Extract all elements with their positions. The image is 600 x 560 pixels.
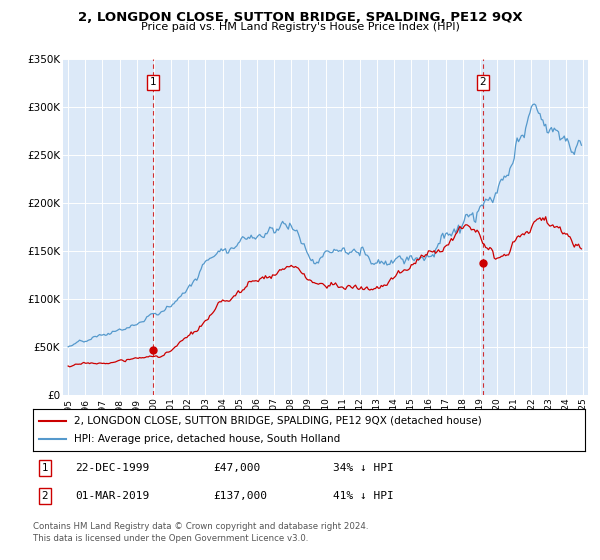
Text: 2: 2 bbox=[479, 77, 486, 87]
Text: 1: 1 bbox=[150, 77, 157, 87]
Text: HPI: Average price, detached house, South Holland: HPI: Average price, detached house, Sout… bbox=[74, 434, 341, 444]
Text: 2, LONGDON CLOSE, SUTTON BRIDGE, SPALDING, PE12 9QX: 2, LONGDON CLOSE, SUTTON BRIDGE, SPALDIN… bbox=[77, 11, 523, 24]
Text: 34% ↓ HPI: 34% ↓ HPI bbox=[333, 463, 394, 473]
Text: £47,000: £47,000 bbox=[213, 463, 260, 473]
Text: 2, LONGDON CLOSE, SUTTON BRIDGE, SPALDING, PE12 9QX (detached house): 2, LONGDON CLOSE, SUTTON BRIDGE, SPALDIN… bbox=[74, 416, 482, 426]
Text: 1: 1 bbox=[41, 463, 49, 473]
Text: Price paid vs. HM Land Registry's House Price Index (HPI): Price paid vs. HM Land Registry's House … bbox=[140, 22, 460, 32]
Text: Contains HM Land Registry data © Crown copyright and database right 2024.
This d: Contains HM Land Registry data © Crown c… bbox=[33, 522, 368, 543]
Text: 22-DEC-1999: 22-DEC-1999 bbox=[75, 463, 149, 473]
Text: 41% ↓ HPI: 41% ↓ HPI bbox=[333, 491, 394, 501]
Text: 2: 2 bbox=[41, 491, 49, 501]
Text: £137,000: £137,000 bbox=[213, 491, 267, 501]
Text: 01-MAR-2019: 01-MAR-2019 bbox=[75, 491, 149, 501]
